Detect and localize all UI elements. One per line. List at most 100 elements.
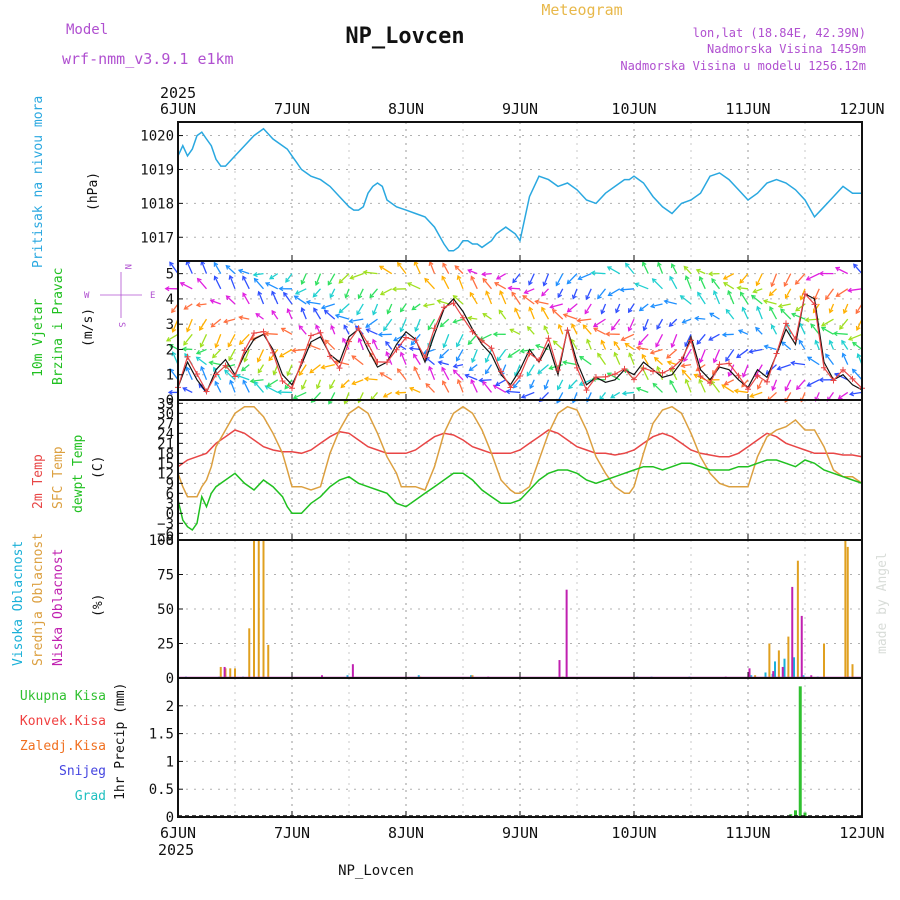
wind-arrow (528, 307, 535, 320)
wind-arrow (520, 348, 535, 352)
wind-arrow (209, 361, 221, 366)
wind-arrow-head (853, 263, 858, 269)
wind-arrow (351, 355, 364, 366)
wind-arrow (671, 263, 678, 274)
wind-arrow (425, 356, 435, 366)
wind-arrow-head (634, 282, 640, 288)
coords-label: lon,lat (18.84E, 42.39N) (693, 26, 866, 40)
wind-arrow (395, 391, 407, 394)
wind-arrow-head (439, 353, 444, 359)
wind-marker (460, 314, 466, 321)
y-tick-label: 50 (157, 602, 174, 618)
wind-arrow-head (484, 369, 490, 375)
wind-arrow-head (428, 365, 433, 371)
mid-cloud-bar (796, 560, 799, 678)
wind-arrow (254, 278, 264, 290)
station-title: NP_Lovcen (345, 24, 464, 49)
wind-marker (241, 347, 248, 354)
mid-cloud-bar (234, 668, 236, 678)
wind-arrow-head (657, 261, 662, 267)
wind-arrow-head (597, 294, 602, 300)
y-tick-label: 2 (166, 342, 174, 358)
wind-arrow-head (271, 309, 277, 315)
y-tick-label: 5 (166, 267, 174, 283)
wind-arrow-head (571, 323, 576, 329)
wind-arrow-head (494, 381, 501, 386)
wind-arrow-head (666, 360, 672, 366)
pressure-side-labels: Pritisak na nivou mora (hPa) (31, 96, 101, 268)
day-label-bottom: 7JUN (274, 824, 310, 842)
wind-marker (612, 371, 618, 378)
y-tick-label: 9 (166, 476, 174, 492)
wind-arrow-head (522, 295, 528, 300)
wind-arrow-head (528, 306, 534, 312)
wind-arrow (212, 349, 222, 359)
wind-arrow (380, 372, 393, 381)
y-tick-label: 0 (166, 393, 174, 409)
wind-arrow-head (229, 379, 234, 385)
wind-arrow-head (748, 348, 754, 354)
wind-arrow-head (514, 307, 519, 313)
wind-arrow (429, 261, 436, 274)
wind-arrow-head (505, 389, 511, 395)
wind-arrow-head (698, 358, 704, 364)
wind-arrow-head (385, 340, 390, 346)
wind-marker (688, 337, 694, 344)
wind-arrow-head (739, 291, 745, 297)
wind-arrow (227, 333, 236, 347)
wind-arrow (283, 292, 293, 305)
wind-arrow (628, 318, 635, 332)
wind-arrow-head (835, 292, 841, 297)
wind-arrow-head (628, 352, 633, 358)
wind-arrow (442, 263, 450, 274)
wind-arrow (681, 369, 692, 381)
wind-arrow (508, 287, 521, 290)
wind-arrow-head (200, 365, 205, 371)
wind-arrow (225, 265, 236, 275)
wind-marker (203, 388, 210, 395)
wind-arrow (570, 339, 578, 350)
wind-arrow (321, 303, 335, 309)
wind-arrow-head (413, 353, 418, 359)
wind-arrow-head (848, 391, 855, 397)
wind-arrow-head (770, 282, 776, 288)
wind-marker (621, 365, 628, 372)
wind-marker (716, 361, 723, 368)
wind-arrow-head (851, 341, 857, 347)
wind-arrow (324, 339, 336, 350)
wind-arrow-head (834, 266, 841, 272)
wind-arrow-head (399, 351, 405, 357)
wind-arrow-head (470, 378, 476, 384)
wind-arrow-head (551, 308, 557, 314)
wind-arrow-head (820, 322, 826, 327)
wind-arrow-head (529, 384, 535, 390)
y-tick-label: −8 (157, 533, 174, 549)
wind-arrow-head (385, 351, 391, 357)
wind-arrow-head (855, 325, 861, 331)
wind-marker (450, 300, 457, 307)
wind-arrow (496, 273, 507, 280)
wind-arrow (563, 361, 578, 366)
wind-arrow (363, 271, 378, 275)
dewpt-temp-label: dewpt Temp (71, 435, 86, 513)
wind-arrow-head (756, 305, 761, 311)
wind-arrow-head (610, 393, 616, 399)
wind-arrow-head (721, 332, 727, 338)
wind-arrow-head (495, 275, 501, 280)
wind-arrow (196, 303, 207, 306)
conv-precip-label: Konvek.Kisa (20, 714, 106, 729)
wind-arrow-head (467, 268, 473, 274)
wind-arrow (791, 313, 806, 320)
wind-arrow-head (770, 324, 776, 330)
wind-arrow (725, 309, 735, 320)
y-tick-label: 15 (157, 456, 174, 472)
wind-arrow (737, 287, 749, 290)
wind-arrow (798, 340, 806, 350)
day-label-top: 8JUN (388, 100, 424, 118)
wind-arrow-head (656, 324, 661, 330)
wind-arrow (695, 317, 706, 320)
wind-arrow-head (763, 344, 769, 350)
wind-arrow-head (683, 265, 689, 271)
wind-arrow-head (208, 360, 214, 366)
wind-arrow (769, 288, 777, 296)
